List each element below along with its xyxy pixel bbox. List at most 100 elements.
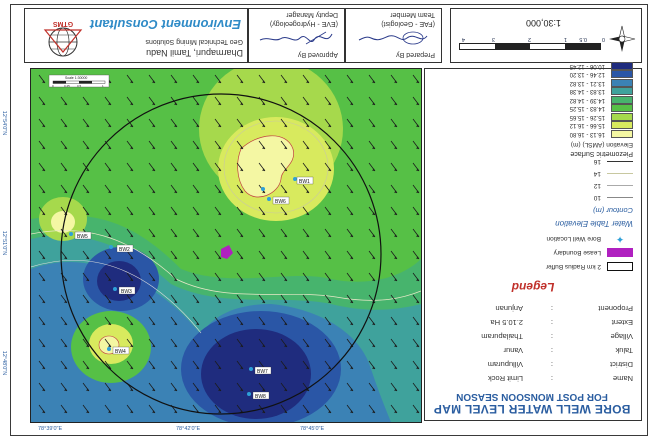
- info-row: Name : Limit Rock: [433, 370, 633, 384]
- lease-symbol-icon: [607, 248, 633, 258]
- radius-buffer-circle: [60, 93, 382, 415]
- company-logo: GTMS: [41, 20, 85, 60]
- well-label: BW8: [255, 394, 266, 400]
- class-swatch: [611, 95, 633, 104]
- scale-tick: 0: [601, 36, 605, 42]
- class-swatch: [611, 70, 633, 79]
- company-line1: Geo Technical Mining Solutions: [145, 38, 243, 45]
- bore-well-icon[interactable]: [293, 177, 297, 181]
- map-title-line1: BORE WELL WATER LEVEL MAP: [433, 402, 631, 416]
- bore-well-icon[interactable]: [247, 392, 251, 396]
- info-key: Taluk: [615, 346, 633, 355]
- class-swatch: [611, 104, 633, 113]
- water-level-map: BW1 BW2 BW3 BW4 BW5 BW6 BW7 BW8 Scale 1:…: [30, 68, 422, 423]
- class-label: 14.83 - 15.25: [569, 105, 605, 112]
- approved-caption: Approved By: [297, 51, 338, 58]
- contour-legend: Water Table Elevation Contour (m) 10 12 …: [429, 156, 633, 230]
- company-line2: Dharmapuri, Tamil Nadu: [146, 48, 243, 58]
- legend-label: 2 km Radius Buffer: [545, 263, 601, 271]
- bore-well-icon[interactable]: [109, 245, 113, 249]
- scale-tick: 2: [527, 36, 531, 42]
- approved-role: Deputy Manager: [286, 11, 338, 18]
- info-row: Proponent : Anjunan: [433, 300, 633, 314]
- legend-title: Legend: [511, 280, 555, 294]
- class-label: 13.21 - 13.82: [569, 80, 605, 86]
- info-row: District : Villupuram: [433, 356, 633, 370]
- scale-tick: 1: [563, 36, 567, 42]
- scale-block: 0 0.5 1 2 3 4 1:30,000: [450, 8, 642, 63]
- well-label: BW3: [121, 289, 132, 295]
- class-label: 10.06 - 12.45: [569, 63, 605, 69]
- info-key: Proponent: [598, 304, 633, 313]
- inset-scale-tick: 1: [102, 84, 104, 88]
- bore-well-icon[interactable]: [261, 187, 265, 191]
- class-swatch: [611, 129, 633, 138]
- info-value: Villupuram: [487, 360, 523, 369]
- approved-block: Approved By (EVE - Hydrogeology) Deputy …: [248, 8, 345, 63]
- class-label: 14.39 - 14.82: [569, 97, 605, 103]
- well-label: BW1: [299, 179, 310, 185]
- info-value: Thailapuram: [481, 332, 523, 341]
- inset-scale-bar: Scale 1:30000 0 0.25 0.5 1: [48, 74, 110, 88]
- info-row: Taluk : Vanur: [433, 342, 633, 356]
- inset-scale-tick: 0.25: [64, 84, 70, 88]
- logo-text: GTMS: [53, 20, 74, 27]
- info-value: Vanur: [503, 346, 523, 355]
- bore-well-icon[interactable]: [107, 347, 111, 351]
- globe-logo-icon: GTMS: [43, 20, 83, 57]
- company-block: Dharmapuri, Tamil Nadu Geo Technical Min…: [24, 8, 248, 63]
- contour-item: 10: [429, 192, 633, 204]
- company-name: Environment Consultant: [90, 17, 241, 32]
- lat-label: 12°51'0"N: [1, 230, 8, 256]
- approved-dept: (EVE - Hydrogeology): [269, 20, 338, 27]
- well-label: BW5: [77, 234, 88, 240]
- bore-well-icon[interactable]: [69, 232, 73, 236]
- class-label: 12.46 - 13.20: [569, 71, 605, 78]
- info-value: Anjunan: [495, 304, 523, 313]
- class-item: 15.26 - 15.65: [429, 112, 633, 122]
- buffer-symbol-icon: [607, 262, 633, 272]
- bore-well-icon[interactable]: [113, 287, 117, 291]
- legend-panel: BORE WELL WATER LEVEL MAP FOR POST MONSO…: [424, 61, 642, 421]
- lease-boundary: [221, 245, 233, 259]
- class-swatch: [611, 112, 633, 121]
- legend-item-lease: Lease Boundary: [429, 246, 633, 260]
- scale-tick: 0.5: [579, 36, 587, 42]
- well-label: BW7: [257, 369, 268, 375]
- class-item: 14.39 - 14.82: [429, 95, 633, 105]
- class-swatch: [611, 87, 633, 96]
- info-key: District: [610, 360, 633, 369]
- lat-label: 12°54'0"N: [1, 110, 8, 136]
- bore-well-icon[interactable]: [249, 367, 253, 371]
- info-row: Village : Thailapuram: [433, 328, 633, 342]
- class-swatch: [611, 78, 633, 87]
- classes-title: Piezometric Surface: [570, 150, 633, 157]
- well-label: BW2: [119, 247, 130, 253]
- class-label: 15.26 - 15.65: [569, 114, 605, 120]
- class-item: 16.13 - 16.80: [429, 129, 633, 139]
- contour-title: Contour (m): [592, 206, 633, 215]
- map-title: BORE WELL WATER LEVEL MAP FOR POST MONSO…: [429, 391, 635, 416]
- legend-item-well: ✦ Bore Well Location: [429, 232, 633, 246]
- scale-tick: 3: [491, 36, 495, 42]
- class-item: 14.83 - 15.25: [429, 104, 633, 113]
- lat-label: 12°48'0"N: [1, 350, 8, 376]
- inset-scale-tick: 0.5: [77, 84, 82, 88]
- class-item: 10.06 - 12.45: [429, 61, 633, 71]
- class-swatch: [611, 61, 633, 70]
- prepared-block: Prepared By (FAE - Geologist) Team Membe…: [345, 8, 442, 63]
- prepared-role: Team Member: [390, 11, 435, 18]
- info-table: Name : Limit Rock District : Villupuram …: [433, 300, 633, 384]
- bore-well-icon[interactable]: [267, 197, 271, 201]
- legend-label: Bore Well Location: [546, 235, 601, 243]
- well-label: BW6: [275, 199, 286, 205]
- prepared-dept: (FAE - Geologist): [381, 20, 435, 27]
- lon-label: 78°39'0"E: [38, 426, 63, 432]
- class-swatch: [611, 121, 633, 130]
- prepared-caption: Prepared By: [396, 51, 435, 58]
- classes-subtitle: Elevation (AMSL) (m): [570, 141, 633, 148]
- scale-ticks: 0 0.5 1 2 3 4: [455, 35, 605, 43]
- north-arrow-icon: [609, 25, 636, 52]
- map-title-line2: FOR POST MONSOON SEASON: [456, 391, 608, 402]
- class-label: 16.13 - 16.80: [569, 131, 605, 137]
